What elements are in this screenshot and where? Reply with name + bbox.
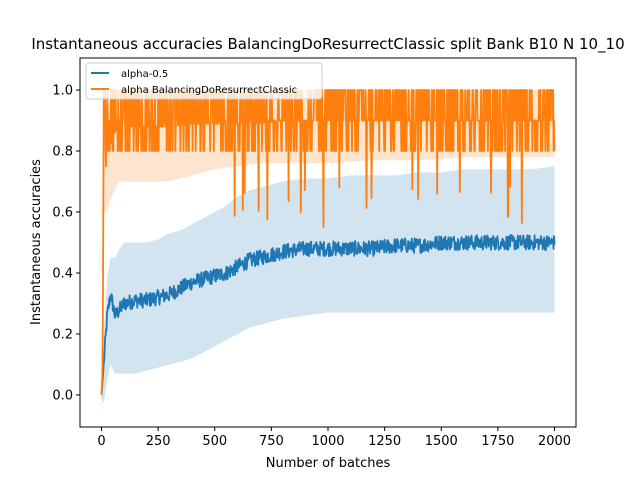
- legend: alpha-0.5 alpha BalancingDoResurrectClas…: [85, 62, 323, 100]
- x-axis-label: Number of batches: [266, 456, 391, 471]
- x-tick-label-750: 750: [259, 434, 284, 449]
- y-tick-label-0.2: 0.2: [52, 327, 73, 342]
- x-tick-label-0: 0: [97, 434, 105, 449]
- x-tick-label-1250: 1250: [368, 434, 401, 449]
- legend-label-alpha-balancing: alpha BalancingDoResurrectClassic: [121, 85, 297, 96]
- y-axis-label: Instantaneous accuracies: [29, 159, 44, 325]
- x-tick-label-1000: 1000: [311, 434, 344, 449]
- y-tick-label-0: 0.0: [52, 388, 73, 403]
- x-tick-label-250: 250: [146, 434, 171, 449]
- series-line-1: [100, 89, 556, 396]
- y-axis: 0.0 0.2 0.4 0.6 0.8 1.0: [52, 84, 80, 403]
- x-tick-label-2000: 2000: [538, 434, 571, 449]
- series-band-0: [101, 166, 555, 403]
- legend-box: [85, 62, 323, 100]
- y-tick-label-0.6: 0.6: [52, 206, 73, 221]
- x-tick-label-1750: 1750: [481, 434, 514, 449]
- x-tick-label-1500: 1500: [425, 434, 458, 449]
- series-line-0: [100, 233, 556, 396]
- y-tick-label-0.4: 0.4: [52, 266, 73, 281]
- x-tick-label-500: 500: [202, 434, 227, 449]
- chart-title: Instantaneous accuracies BalancingDoResu…: [31, 35, 624, 54]
- x-axis: 0 250 500 750 1000 1250 1500 1750 2000: [97, 427, 571, 449]
- plot-area: [100, 89, 556, 411]
- legend-label-alpha-0.5: alpha-0.5: [121, 69, 168, 80]
- y-tick-label-0.8: 0.8: [52, 145, 73, 160]
- y-tick-label-1: 1.0: [52, 84, 73, 99]
